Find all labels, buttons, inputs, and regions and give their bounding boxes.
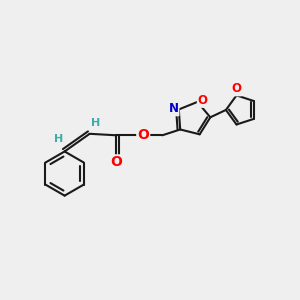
Text: H: H	[53, 134, 63, 144]
Text: O: O	[137, 128, 149, 142]
Text: O: O	[110, 155, 122, 170]
Text: N: N	[169, 102, 178, 116]
Text: H: H	[91, 118, 100, 128]
Text: O: O	[198, 94, 208, 107]
Text: O: O	[232, 82, 242, 95]
